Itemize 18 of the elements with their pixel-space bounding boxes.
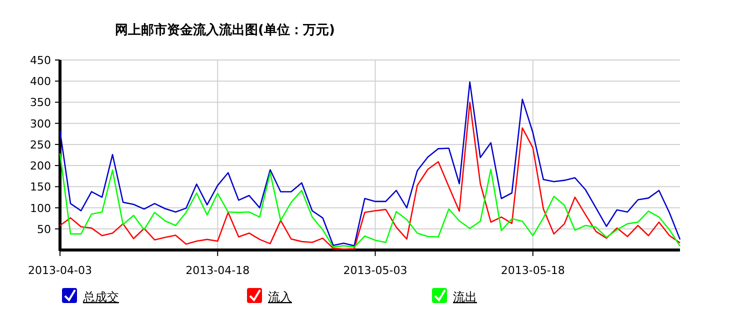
- legend-label: 流入: [268, 290, 292, 304]
- y-tick-label: 250: [30, 138, 51, 152]
- y-tick-label: 200: [30, 160, 51, 173]
- chart-title: 网上邮市资金流入流出图(单位：万元): [115, 22, 335, 38]
- y-tick-label: 150: [30, 180, 51, 194]
- line-series: [59, 152, 681, 248]
- y-tick-label: 100: [30, 202, 51, 215]
- x-tick-label: 2013-04-18: [186, 264, 250, 277]
- x-tick-label: 2013-04-03: [28, 264, 92, 277]
- x-tick-label: 2013-05-18: [500, 264, 565, 277]
- y-tick-label: 50: [37, 222, 51, 236]
- y-tick-label: 450: [30, 54, 51, 67]
- y-tick-label: 300: [30, 117, 51, 130]
- y-tick-label: 400: [30, 75, 51, 88]
- x-tick-label: 2013-05-03: [343, 264, 408, 277]
- legend-label: 总成交: [82, 290, 119, 304]
- legend-label: 流出: [453, 290, 477, 304]
- y-tick-label: 350: [30, 96, 51, 110]
